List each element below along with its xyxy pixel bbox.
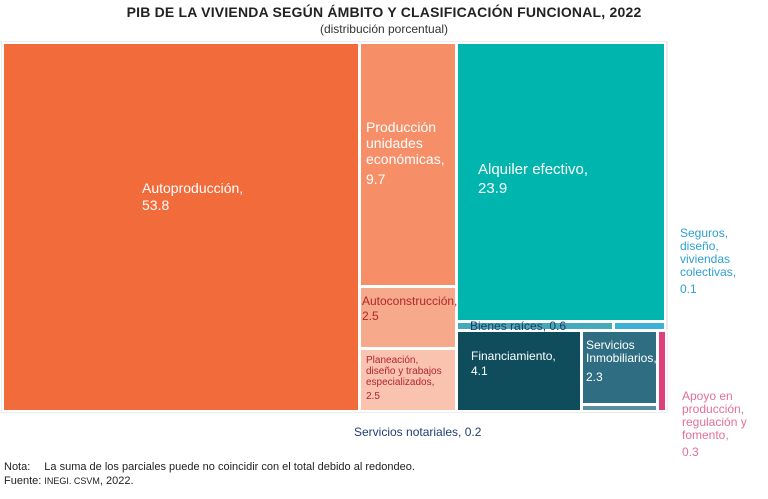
label-alquiler-value: 23.9: [478, 180, 507, 197]
tile-produccion: [359, 42, 457, 287]
tile-apoyo: [657, 330, 667, 412]
label-autoproduccion-name: Autoproducción,: [142, 180, 243, 196]
label-planeacion-name-line-3: especializados,: [366, 377, 434, 388]
label-produccion-value: 9.7: [366, 171, 386, 187]
tile-seguros: [613, 321, 666, 331]
label-financiamiento-value: 4.1: [471, 364, 488, 378]
label-autoproduccion-value: 53.8: [142, 197, 169, 213]
label-planeacion-name-line-1: Planeación,: [366, 355, 418, 366]
footnote-fuente: Fuente: INEGI. CSVM, 2022.: [4, 475, 134, 487]
label-servicios-inmobiliarios-name-line-2: Inmobiliarios,: [586, 351, 657, 365]
label-autoconstruccion-name: Autoconstrucción,: [362, 294, 457, 308]
label-seguros-name-line-2: diseño,: [680, 239, 719, 253]
label-produccion-name-line-3: económicas,: [366, 151, 445, 167]
chart-title-bold: PIB: [126, 4, 151, 20]
tile-autoconstruccion: [359, 286, 457, 349]
label-apoyo-value: 0.3: [682, 445, 699, 459]
chart-title-rest: DE LA VIVIENDA SEGÚN ÁMBITO Y CLASIFICAC…: [154, 4, 642, 20]
label-apoyo-name-line-2: producción,: [682, 402, 744, 416]
tile-alquiler: [456, 42, 666, 322]
label-seguros-name-line-1: Seguros,: [680, 226, 728, 240]
label-financiamiento-name: Financiamiento,: [471, 349, 556, 363]
footnote-nota-text: La suma de los parciales puede no coinci…: [44, 461, 415, 473]
footnote-fuente-year: , 2022.: [99, 475, 134, 487]
label-alquiler-name: Alquiler efectivo,: [478, 161, 588, 178]
footnote-nota: Nota: La suma de los parciales puede no c…: [4, 461, 415, 473]
tile-servicios-inmobiliarios: [581, 330, 658, 405]
tile-planeacion: [359, 348, 457, 412]
footnote-fuente-label: Fuente:: [4, 475, 42, 487]
label-apoyo-name-line-1: Apoyo en: [682, 389, 733, 403]
tile-servicios-notariales: [581, 404, 658, 412]
chart-subtitle: (distribución porcentual): [319, 22, 449, 36]
label-seguros-name-line-4: colectivas,: [680, 265, 736, 279]
label-bienes-raices: Bienes raíces, 0.6: [470, 319, 566, 333]
label-seguros-name-line-3: viviendas: [680, 252, 730, 266]
label-seguros-value: 0.1: [680, 282, 697, 296]
label-produccion-name-line-2: unidades: [366, 135, 423, 151]
label-produccion-name-line-1: Producción: [366, 119, 436, 135]
label-planeacion-value: 2.5: [366, 391, 380, 402]
chart-title: PIB DE LA VIVIENDA SEGÚN ÁMBITO Y CLASIF…: [0, 4, 768, 20]
label-servicios-notariales: Servicios notariales, 0.2: [354, 425, 482, 439]
label-planeacion-name-line-2: diseño y trabajos: [366, 366, 442, 377]
label-autoconstruccion-value: 2.5: [362, 309, 379, 323]
label-servicios-inmobiliarios-value: 2.3: [586, 370, 603, 384]
label-servicios-inmobiliarios-name-line-1: Servicios: [586, 338, 635, 352]
label-apoyo-name-line-4: fomento,: [682, 428, 729, 442]
tile-autoproduccion: [2, 42, 360, 412]
footnote-nota-label: Nota:: [4, 461, 31, 473]
label-apoyo-name-line-3: regulación y: [682, 415, 747, 429]
footnote-fuente-org: INEGI. CSVM: [44, 476, 100, 486]
